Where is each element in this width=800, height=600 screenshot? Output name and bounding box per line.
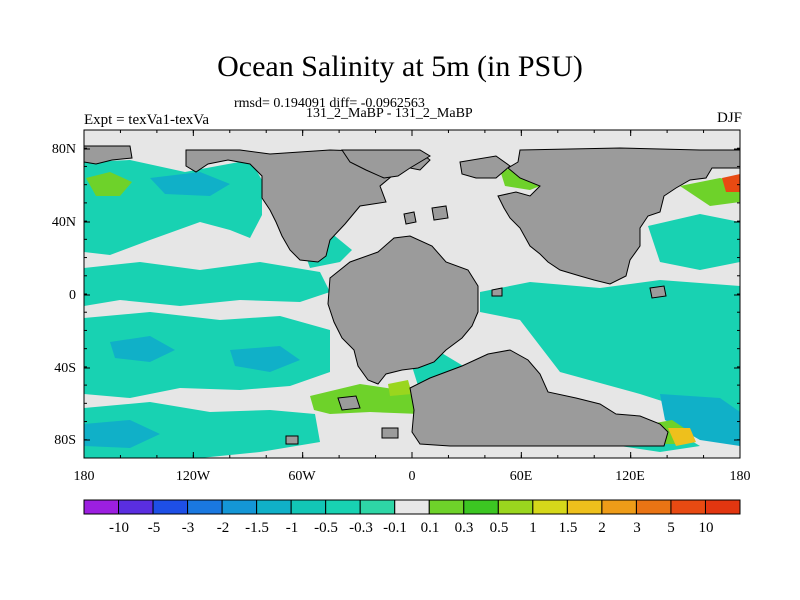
lat-tick-label: 80S bbox=[54, 433, 76, 448]
land-scandinavia bbox=[459, 155, 511, 179]
colorbar-label: 1.5 bbox=[559, 520, 578, 536]
map-title: Ocean Salinity at 5m (in PSU) bbox=[217, 50, 583, 83]
colorbar-swatch bbox=[256, 499, 292, 515]
axis-ticks bbox=[83, 129, 741, 459]
lon-tick-label: 0 bbox=[409, 469, 416, 484]
southern-blue bbox=[84, 420, 160, 448]
colorbar-swatch bbox=[670, 499, 706, 515]
colorbar-swatch bbox=[359, 499, 396, 515]
colorbar-label: -2 bbox=[217, 520, 230, 536]
land-island-north-pacific bbox=[84, 145, 133, 165]
colorbar-swatch bbox=[394, 499, 430, 515]
land-antarctica bbox=[409, 349, 669, 447]
lon-tick-label: 180 bbox=[730, 469, 751, 484]
land-masks bbox=[84, 145, 740, 447]
north-pacific-blue bbox=[150, 172, 230, 196]
colorbar-swatch bbox=[601, 499, 637, 515]
lon-tick-label: 180 bbox=[74, 469, 95, 484]
colorbar-swatch bbox=[532, 499, 568, 515]
south-pacific-blue bbox=[110, 336, 175, 362]
experiment-label: Expt = texVa1-texVa bbox=[84, 112, 210, 128]
colorbar-label: -0.5 bbox=[314, 520, 338, 536]
colorbar-label: -0.3 bbox=[349, 520, 373, 536]
colorbar-swatch bbox=[325, 499, 361, 515]
colorbar bbox=[83, 499, 741, 515]
colorbar-swatch bbox=[704, 499, 741, 515]
lon-tick-label: 60W bbox=[288, 469, 316, 484]
colorbar-label: 0.1 bbox=[421, 520, 440, 536]
lon-tick-labels: 180 120W 60W 0 60E 120E 180 bbox=[74, 469, 751, 484]
land-island-4 bbox=[285, 435, 299, 445]
lat-tick-label: 40N bbox=[52, 215, 76, 230]
colorbar-label: 0.5 bbox=[490, 520, 509, 536]
colorbar-label: -3 bbox=[182, 520, 195, 536]
north-pacific-green bbox=[86, 172, 132, 196]
mid-pacific-blue bbox=[230, 346, 300, 372]
land-island-2 bbox=[431, 205, 449, 221]
colorbar-label: 0.3 bbox=[455, 520, 474, 536]
colorbar-swatch bbox=[428, 499, 465, 515]
lat-tick-label: 40S bbox=[54, 361, 76, 376]
orange-patch-east bbox=[668, 428, 696, 446]
colorbar-label: -1 bbox=[286, 520, 299, 536]
southern-ocean-field bbox=[84, 402, 320, 458]
colorbar-label: 10 bbox=[699, 520, 714, 536]
colorbar-label: 3 bbox=[633, 520, 641, 536]
colorbar-label: -0.1 bbox=[383, 520, 407, 536]
rmsd-diff-stats: rmsd= 0.194091 diff= -0.0962563 bbox=[234, 96, 425, 111]
colorbar-labels: -10 -5 -3 -2 -1.5 -1 -0.5 -0.3 -0.1 0.1 … bbox=[109, 520, 714, 536]
land-eurasia bbox=[497, 147, 740, 285]
lat-tick-labels: 80N 40N 0 40S 80S bbox=[52, 142, 76, 448]
experiment-pair: 131_2_MaBP - 131_2_MaBP bbox=[306, 106, 473, 121]
indian-blue bbox=[660, 394, 740, 446]
land-island-3 bbox=[337, 395, 361, 411]
season-label: DJF bbox=[716, 110, 742, 126]
colorbar-label: 5 bbox=[667, 520, 675, 536]
land-island-7 bbox=[491, 287, 503, 297]
lat-tick-label: 80N bbox=[52, 142, 76, 157]
map-plot-area bbox=[84, 130, 740, 458]
land-south-america bbox=[327, 235, 479, 385]
subtropical-pacific-field bbox=[84, 262, 330, 306]
land-greenland bbox=[341, 149, 431, 179]
colorbar-swatch bbox=[566, 499, 603, 515]
colorbar-swatch bbox=[152, 499, 189, 515]
land-island-6 bbox=[649, 285, 667, 299]
lon-tick-label: 120W bbox=[176, 469, 211, 484]
land-island-1 bbox=[403, 211, 417, 225]
lat-tick-label: 0 bbox=[69, 288, 76, 303]
colorbar-swatch bbox=[290, 499, 327, 515]
lon-tick-label: 120E bbox=[615, 469, 645, 484]
colorbar-swatch bbox=[635, 499, 672, 515]
lon-tick-label: 60E bbox=[510, 469, 533, 484]
colorbar-swatch bbox=[118, 499, 154, 515]
colorbar-swatch bbox=[463, 499, 499, 515]
colorbar-label: -5 bbox=[148, 520, 161, 536]
east-pacific-field bbox=[648, 214, 740, 270]
salinity-blue-fields bbox=[84, 172, 740, 448]
indian-ocean-field bbox=[480, 280, 740, 420]
colorbar-label: 1 bbox=[529, 520, 537, 536]
colorbar-label: -1.5 bbox=[245, 520, 269, 536]
colorbar-label: -10 bbox=[109, 520, 129, 536]
colorbar-swatch bbox=[187, 499, 223, 515]
colorbar-label: 2 bbox=[598, 520, 606, 536]
colorbar-swatch bbox=[83, 499, 120, 515]
land-island-5 bbox=[381, 427, 399, 439]
colorbar-swatch bbox=[497, 499, 534, 515]
colorbar-swatch bbox=[221, 499, 258, 515]
orange-patch-arctic bbox=[722, 174, 740, 192]
south-pacific-field bbox=[84, 312, 330, 398]
yellow-patch-south bbox=[388, 380, 412, 396]
